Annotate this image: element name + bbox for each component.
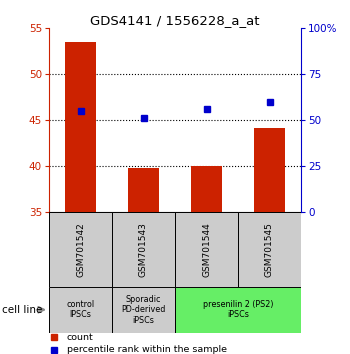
Title: GDS4141 / 1556228_a_at: GDS4141 / 1556228_a_at — [90, 14, 260, 27]
Text: GSM701542: GSM701542 — [76, 222, 85, 277]
Bar — [128, 168, 159, 212]
Text: GSM701544: GSM701544 — [202, 222, 211, 277]
Bar — [49, 212, 112, 287]
Bar — [112, 212, 175, 287]
Text: control
IPSCs: control IPSCs — [66, 300, 94, 319]
Text: presenilin 2 (PS2)
iPSCs: presenilin 2 (PS2) iPSCs — [203, 300, 273, 319]
Bar — [175, 287, 301, 333]
Text: percentile rank within the sample: percentile rank within the sample — [66, 346, 227, 354]
Bar — [175, 212, 238, 287]
Bar — [49, 287, 112, 333]
Bar — [238, 212, 301, 287]
Bar — [65, 42, 96, 212]
Bar — [112, 287, 175, 333]
Text: count: count — [66, 333, 93, 342]
Bar — [254, 128, 285, 212]
Text: cell line: cell line — [2, 305, 42, 315]
Bar — [191, 166, 222, 212]
Text: Sporadic
PD-derived
iPSCs: Sporadic PD-derived iPSCs — [121, 295, 166, 325]
Text: GSM701545: GSM701545 — [265, 222, 274, 277]
Text: GSM701543: GSM701543 — [139, 222, 148, 277]
